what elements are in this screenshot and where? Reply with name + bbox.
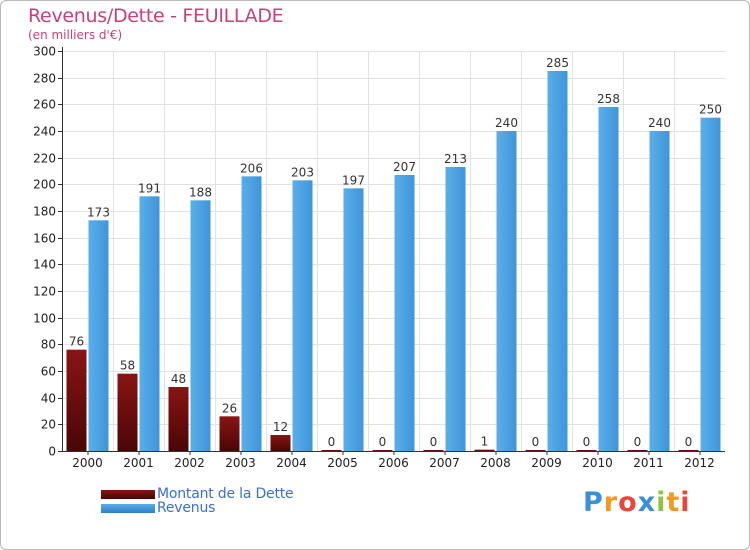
data-label-revenus-2009: 285: [546, 56, 569, 70]
y-tick-label: 20: [41, 418, 56, 432]
data-label-revenus-2001: 191: [138, 181, 161, 195]
data-label-revenus-2010: 258: [597, 92, 620, 106]
data-label-revenus-2011: 240: [648, 116, 671, 130]
x-tick-label-2011: 2011: [633, 456, 664, 470]
x-tick-label-2010: 2010: [582, 456, 613, 470]
logo-letter: o: [618, 487, 638, 518]
y-tick-label: 120: [33, 285, 56, 299]
x-tick-label-2000: 2000: [72, 456, 103, 470]
data-label-dette-2002: 48: [171, 372, 186, 386]
bar-dette-2005: [321, 450, 342, 451]
x-tick-label-2009: 2009: [531, 456, 562, 470]
y-tick-label: 80: [41, 338, 56, 352]
bar-dette-2001: [117, 373, 138, 451]
bar-revenus-2009: [547, 71, 568, 451]
bar-dette-2003: [219, 416, 240, 451]
data-label-dette-2006: 0: [379, 435, 387, 449]
logo-letter: i: [680, 487, 691, 518]
data-label-revenus-2004: 203: [291, 165, 314, 179]
x-tick-label-2002: 2002: [174, 456, 205, 470]
data-label-revenus-2012: 250: [699, 103, 722, 117]
bar-dette-2011: [627, 450, 648, 451]
y-tick-label: 240: [33, 125, 56, 139]
y-tick-label: 40: [41, 392, 56, 406]
bar-revenus-2000: [88, 220, 109, 451]
y-tick-label: 140: [33, 258, 56, 272]
data-label-revenus-2007: 213: [444, 152, 467, 166]
y-tick-label: 60: [41, 365, 56, 379]
data-label-revenus-2008: 240: [495, 116, 518, 130]
bar-revenus-2005: [343, 188, 364, 452]
bar-dette-2008: [474, 449, 495, 451]
bar-revenus-2006: [394, 175, 415, 451]
bar-revenus-2002: [190, 200, 211, 451]
bar-dette-2006: [372, 450, 393, 451]
x-tick-label-2003: 2003: [225, 456, 256, 470]
logo-letter: P: [583, 487, 604, 518]
data-label-dette-2009: 0: [532, 435, 540, 449]
proxiti-logo: Proxiti: [583, 487, 691, 518]
bar-dette-2002: [168, 387, 189, 451]
legend-label-revenus: Revenus: [157, 500, 216, 516]
data-label-revenus-2005: 197: [342, 173, 365, 187]
y-tick-label: 260: [33, 98, 56, 112]
y-tick-label: 300: [33, 45, 56, 59]
data-label-dette-2000: 76: [69, 335, 84, 349]
data-label-revenus-2006: 207: [393, 160, 416, 174]
data-label-dette-2008: 1: [481, 435, 489, 449]
logo-letter: r: [603, 487, 619, 518]
y-tick-label: 160: [33, 232, 56, 246]
bar-revenus-2004: [292, 180, 313, 452]
data-label-dette-2011: 0: [634, 435, 642, 449]
legend-label-dette: Montant de la Dette: [157, 486, 294, 502]
data-label-revenus-2002: 188: [189, 185, 212, 199]
data-label-dette-2010: 0: [583, 435, 591, 449]
data-label-dette-2004: 12: [273, 420, 288, 434]
bar-revenus-2008: [496, 131, 517, 451]
y-tick-label: 180: [33, 205, 56, 219]
bar-dette-2007: [423, 450, 444, 451]
legend-swatch-dette: [101, 490, 155, 499]
data-label-dette-2001: 58: [120, 359, 135, 373]
y-tick-label: 220: [33, 152, 56, 166]
bar-dette-2009: [525, 450, 546, 451]
bar-revenus-2001: [139, 196, 160, 451]
x-tick-label-2004: 2004: [276, 456, 307, 470]
y-tick-label: 100: [33, 312, 56, 326]
legend-swatch-revenus: [101, 504, 155, 513]
bar-revenus-2010: [598, 107, 619, 451]
x-tick-label-2001: 2001: [123, 456, 154, 470]
data-label-revenus-2000: 173: [87, 205, 110, 219]
data-label-dette-2003: 26: [222, 401, 237, 415]
x-tick-label-2005: 2005: [327, 456, 358, 470]
data-label-dette-2005: 0: [328, 435, 336, 449]
x-tick-label-2008: 2008: [480, 456, 511, 470]
data-label-dette-2007: 0: [430, 435, 438, 449]
logo-letter: i: [656, 487, 667, 518]
x-tick-label-2007: 2007: [429, 456, 460, 470]
logo-letter: x: [637, 487, 657, 518]
y-tick-label: 200: [33, 178, 56, 192]
bar-revenus-2003: [241, 176, 262, 452]
y-tick-label: 280: [33, 72, 56, 86]
data-label-dette-2012: 0: [685, 435, 693, 449]
bar-dette-2010: [576, 450, 597, 451]
bar-revenus-2007: [445, 167, 466, 451]
chart-title: Revenus/Dette - FEUILLADE: [28, 5, 284, 27]
logo-letter: t: [666, 487, 681, 518]
bar-dette-2004: [270, 435, 291, 451]
y-tick-label: 0: [48, 445, 56, 459]
bar-revenus-2012: [700, 117, 721, 452]
chart-subtitle: (en milliers d'€): [28, 28, 123, 42]
data-label-revenus-2003: 206: [240, 161, 263, 175]
bar-revenus-2011: [649, 131, 670, 451]
bar-dette-2000: [66, 349, 87, 451]
bar-dette-2012: [678, 450, 699, 451]
x-tick-label-2006: 2006: [378, 456, 409, 470]
x-tick-label-2012: 2012: [684, 456, 715, 470]
